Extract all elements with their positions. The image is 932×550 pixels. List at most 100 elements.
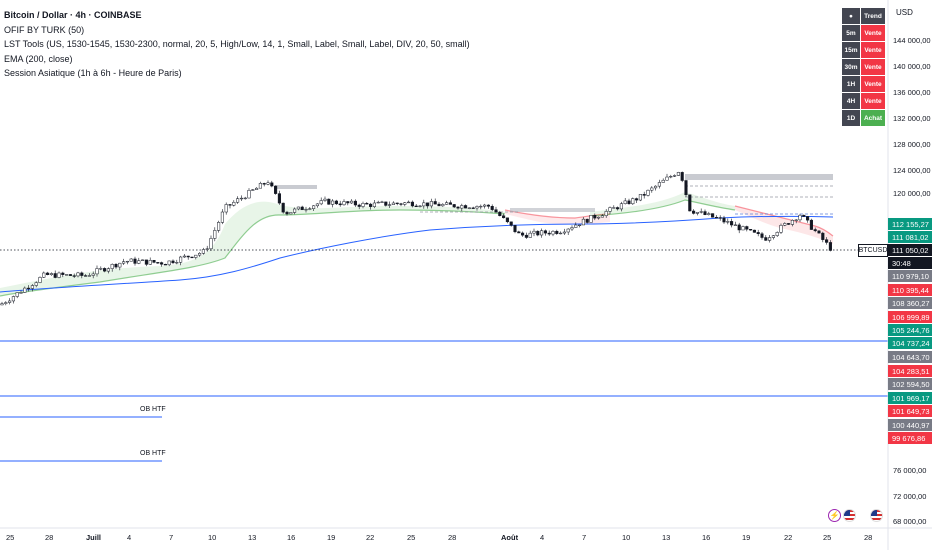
candle-body [281,202,285,213]
us-flag-icon[interactable] [870,509,883,522]
candle-body [160,262,164,265]
candle-body [106,268,110,272]
candle-body [650,187,654,191]
candle-body [737,224,741,231]
trend-tf: 5m [842,25,860,41]
time-axis-label: 25 [823,533,832,542]
candle-body [483,204,487,207]
lightning-icon[interactable]: ⚡ [828,509,841,522]
currency-selector[interactable]: USD [896,8,913,17]
candle-body [707,213,711,215]
trend-row: 30m Vente [842,59,885,75]
candle-body [220,211,224,223]
candle-body [566,228,570,233]
us-flag-icon[interactable] [843,509,856,522]
candle-body [806,216,810,221]
indicator-3[interactable]: EMA (200, close) [4,53,73,64]
candle-body [99,268,103,270]
candle-body [600,215,604,218]
trend-row: 1H Vente [842,76,885,92]
candle-body [490,206,494,210]
candle-body [236,198,240,203]
price-label: 30:48 [888,257,932,269]
candle-body [42,272,46,278]
candle-body [426,202,430,207]
candle-body [437,203,441,207]
candle-body [604,211,608,216]
candle-body [217,222,221,231]
trend-tf: 15m [842,42,860,58]
candle-body [456,206,460,209]
candle-body [201,249,205,254]
candle-body [821,232,825,240]
candle-body [657,182,661,187]
ema-200-line [0,215,834,293]
time-axis-label: 28 [45,533,54,542]
candle-body [467,207,471,209]
candle-body [574,224,578,228]
candle-body [289,212,293,215]
candle-body [312,205,316,209]
indicator-4[interactable]: Session Asiatique (1h à 6h - Heure de Pa… [4,68,182,78]
candle-body [638,194,642,201]
candle-body [357,204,361,207]
price-label: 101 649,73 [888,405,932,417]
candle-body [612,207,616,209]
candle-body [445,202,449,205]
ob-htf-label: OB HTF [140,406,166,413]
candle-body [274,185,278,194]
candle-body [752,229,756,233]
indicator-1[interactable]: OFIF BY TURK (50) [4,24,85,35]
candle-body [65,274,69,276]
candle-body [11,296,15,302]
candle-body [570,227,574,230]
candle-body [779,224,783,233]
candle-body [794,219,798,221]
price-axis-label: 120 000,00 [893,189,931,198]
trend-tf: 1D [842,110,860,126]
candle-body [771,235,775,238]
candle-body [661,179,665,183]
candle-body [407,201,411,204]
price-label: 100 440,97 [888,419,932,431]
candle-body [57,272,61,278]
price-axis-label: 76 000,00 [893,466,927,475]
time-axis-label: 10 [622,533,631,542]
indicator-2[interactable]: LST Tools (US, 1530-1545, 1530-2300, nor… [4,39,470,49]
price-axis-label: 144 000,00 [893,36,931,45]
bullish-band-2 [590,192,735,216]
candle-body [171,260,175,264]
price-axis-label: 124 000,00 [893,166,931,175]
candle-body [502,215,506,219]
candle-body [813,229,817,232]
candle-body [277,193,281,204]
time-axis-label: 13 [248,533,257,542]
candle-body [730,221,734,226]
candle-body [787,223,791,225]
symbol-title: Bitcoin / Dollar · 4h · COINBASE [4,10,142,20]
candle-body [369,203,373,207]
time-axis-label: 13 [662,533,671,542]
candle-body [654,185,658,189]
candle-body [783,223,787,226]
candle-body [350,200,354,204]
candle-body [551,230,555,235]
candle-body [224,204,228,213]
trend-header: Trend [861,8,885,24]
candle-body [521,232,525,236]
candle-body [228,204,232,206]
candle-body [133,258,137,264]
candle-body [692,210,696,214]
candle-body [49,273,53,275]
candle-body [540,230,544,236]
candle-body [631,198,635,205]
candle-body [346,201,350,204]
candle-body [403,202,407,205]
trend-signal: Vente [861,93,885,109]
candle-body [342,201,346,206]
candle-body [179,256,183,263]
candle-body [726,221,730,223]
candle-body [114,264,118,268]
price-label: 106 999,89 [888,311,932,323]
